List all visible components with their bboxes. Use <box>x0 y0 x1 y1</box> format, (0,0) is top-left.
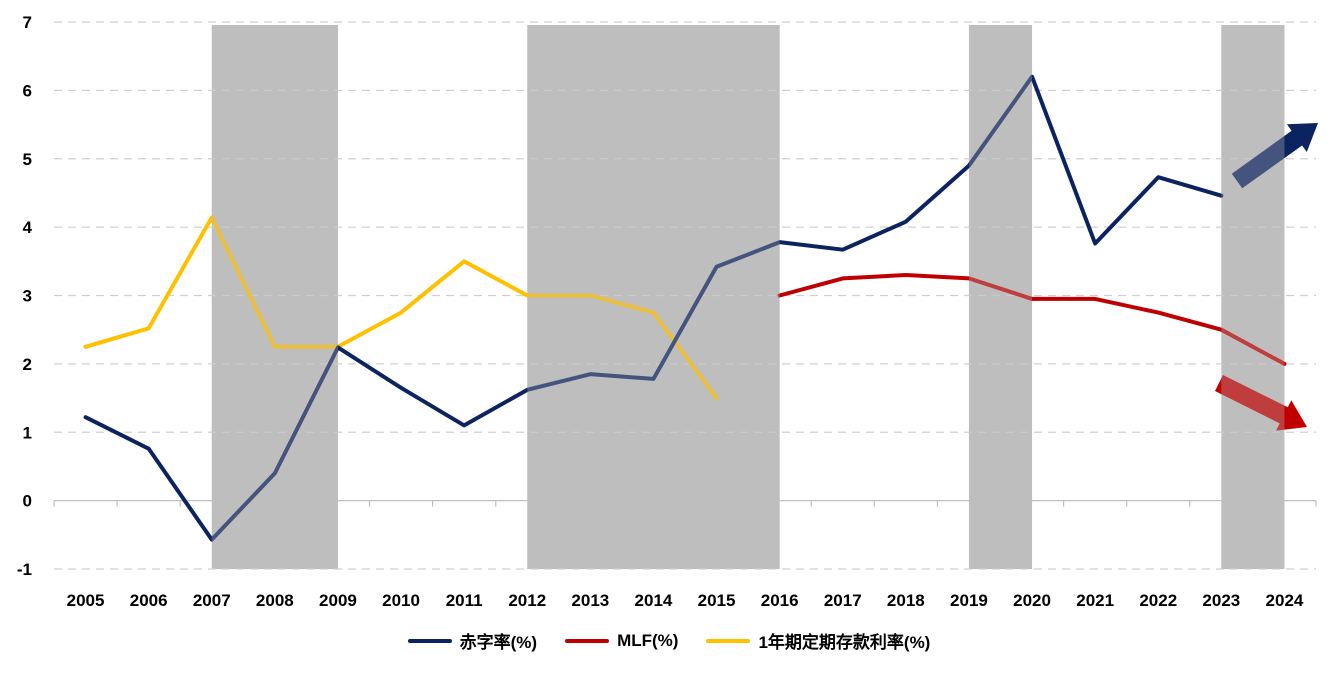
trend-arrow-down <box>1215 375 1307 431</box>
shaded-period-0 <box>211 25 338 569</box>
x-tick-label: 2015 <box>698 591 736 610</box>
shaded-period-overlay-0 <box>211 25 338 569</box>
shaded-period-overlay-2 <box>968 25 1033 569</box>
series-line-1 <box>777 272 1287 366</box>
shaded-period-overlay-1 <box>527 25 780 569</box>
x-tick-label: 2014 <box>635 591 673 610</box>
y-tick-label: 5 <box>23 150 32 169</box>
x-tick-label: 2008 <box>256 591 294 610</box>
y-tick-label: 3 <box>23 287 32 306</box>
x-tick-label: 2016 <box>761 591 799 610</box>
y-tick-label: 6 <box>23 81 32 100</box>
y-tick-label: 1 <box>23 423 32 442</box>
legend: 赤字率(%) MLF(%) 1年期定期存款利率(%) <box>0 628 1338 653</box>
x-tick-label: 2020 <box>1013 591 1051 610</box>
x-axis-tick-labels: 2005 2006 2007 2008 2009 2010 2011 2012 2013 2014… <box>67 591 1304 610</box>
legend-label-deposit-rate: 1年期定期存款利率(%) <box>758 633 931 652</box>
y-tick-label: -1 <box>17 560 32 579</box>
legend-label-deficit: 赤字率(%) <box>459 633 538 652</box>
x-tick-label: 2013 <box>571 591 609 610</box>
y-tick-label: 4 <box>23 218 33 237</box>
x-tick-label: 2019 <box>950 591 988 610</box>
x-tick-label: 2009 <box>319 591 357 610</box>
series-lines <box>83 74 1287 542</box>
y-tick-label: 7 <box>23 13 32 32</box>
legend-label-mlf: MLF(%) <box>617 630 679 650</box>
legend-swatch-deficit <box>407 638 452 643</box>
x-tick-label: 2023 <box>1202 591 1240 610</box>
legend-item-deficit: 赤字率(%) <box>407 628 538 653</box>
shaded-periods <box>211 25 1285 569</box>
shaded-overlay <box>211 25 1285 569</box>
x-tick-label: 2010 <box>382 591 420 610</box>
trend-arrows <box>1215 123 1318 431</box>
x-tick-label: 2006 <box>130 591 168 610</box>
trend-arrow-up <box>1231 123 1318 189</box>
series-line-0 <box>83 74 1224 542</box>
legend-swatch-deposit-rate <box>706 638 751 643</box>
legend-swatch-mlf <box>565 638 610 643</box>
y-tick-label: 0 <box>23 492 32 511</box>
x-tick-label: 2005 <box>67 591 105 610</box>
gridlines <box>54 21 1316 570</box>
y-tick-label: 2 <box>23 355 32 374</box>
x-tick-label: 2022 <box>1139 591 1177 610</box>
x-tick-label: 2024 <box>1266 591 1304 610</box>
x-tick-label: 2021 <box>1076 591 1114 610</box>
legend-item-mlf: MLF(%) <box>565 628 678 653</box>
x-tick-label: 2011 <box>446 591 483 610</box>
y-axis-tick-labels: -1 0 1 2 3 4 5 6 7 <box>17 13 33 579</box>
series-line-2 <box>83 215 719 401</box>
x-tick-label: 2007 <box>193 591 231 610</box>
x-tick-label: 2018 <box>887 591 925 610</box>
shaded-period-overlay-3 <box>1221 25 1285 569</box>
legend-item-deposit-rate: 1年期定期存款利率(%) <box>706 628 930 653</box>
x-tick-label: 2012 <box>508 591 546 610</box>
x-tick-label: 2017 <box>824 591 862 610</box>
shaded-period-3 <box>1221 25 1285 569</box>
